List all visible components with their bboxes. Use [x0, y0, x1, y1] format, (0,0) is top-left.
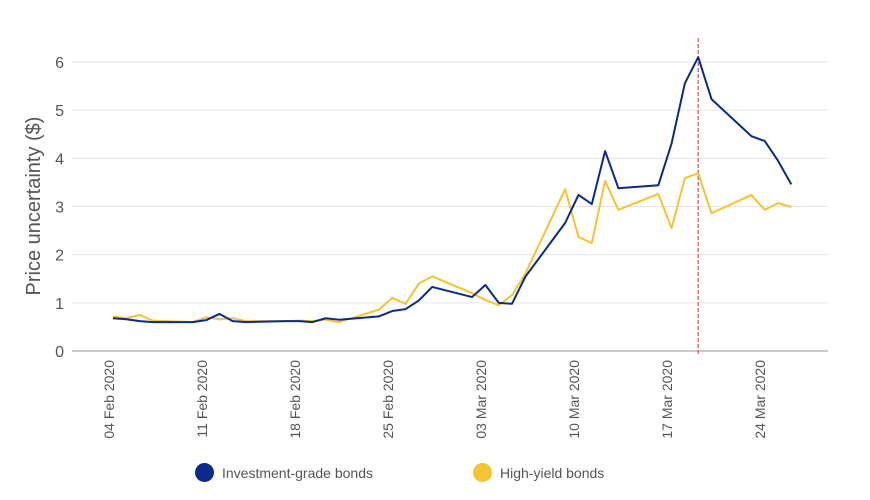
x-tick-label: 11 Feb 2020	[194, 360, 210, 438]
x-tick-label: 24 Mar 2020	[752, 360, 768, 439]
legend-item-investment-grade: Investment-grade bonds	[195, 463, 373, 482]
x-tick-label: 17 Mar 2020	[659, 360, 675, 439]
legend-label: Investment-grade bonds	[222, 464, 373, 481]
legend-dot-icon	[473, 463, 492, 482]
line-chart: Price uncertainty ($) 0 1 2 3 4 5 6 04 Feb 2020…	[23, 38, 828, 439]
y-tick-label: 3	[55, 200, 64, 217]
x-tick-label: 18 Feb 2020	[287, 360, 303, 439]
x-tick-label: 04 Feb 2020	[101, 360, 117, 439]
x-tick-label: 03 Mar 2020	[473, 360, 489, 439]
series-line-high-yield	[112, 172, 792, 324]
y-tick-label: 1	[55, 296, 64, 313]
y-tick-label: 2	[55, 248, 64, 265]
y-tick-label: 6	[55, 55, 64, 72]
legend-dot-icon	[195, 463, 214, 482]
y-tick-label: 0	[55, 344, 64, 361]
y-tick-label: 5	[55, 103, 64, 120]
y-tick-label: 4	[55, 151, 64, 168]
x-tick-label: 25 Feb 2020	[380, 360, 396, 439]
series-line-investment-grade	[112, 56, 793, 324]
x-tick-label: 10 Mar 2020	[566, 360, 582, 439]
legend-label: High-yield bonds	[500, 464, 605, 481]
y-axis-label: Price uncertainty ($)	[23, 117, 45, 296]
legend-item-high-yield: High-yield bonds	[473, 463, 604, 482]
